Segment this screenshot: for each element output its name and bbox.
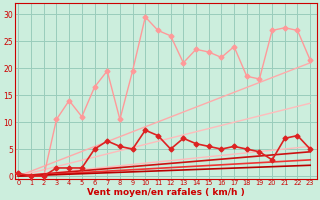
X-axis label: Vent moyen/en rafales ( km/h ): Vent moyen/en rafales ( km/h ) [87,188,244,197]
